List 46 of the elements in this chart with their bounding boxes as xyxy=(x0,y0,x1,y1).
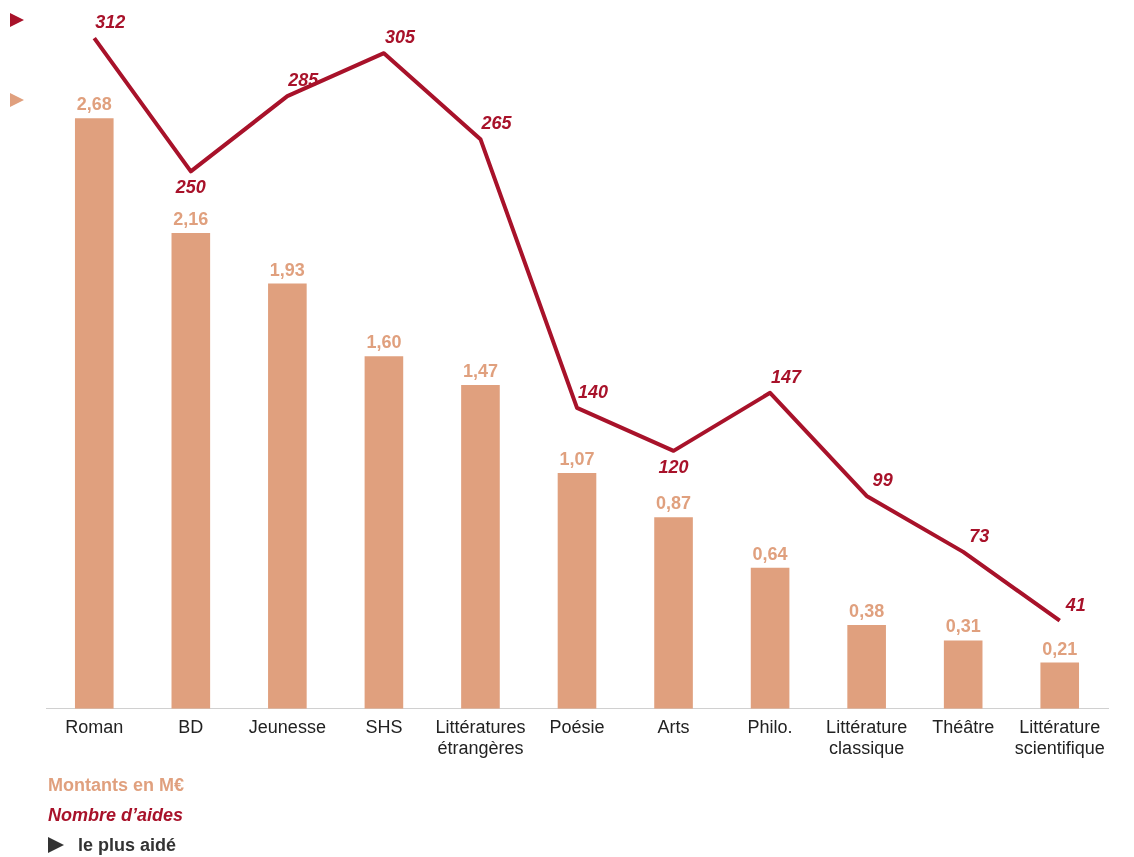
data-label: 1,07 xyxy=(559,449,595,470)
data-label: 2,68 xyxy=(76,94,112,115)
x-tick-label: Littératures étrangères xyxy=(435,716,526,759)
data-label: 1,60 xyxy=(366,332,402,353)
bar xyxy=(750,567,790,709)
text: Montants en M€ xyxy=(48,774,185,797)
data-label: 120 xyxy=(658,456,689,477)
x-tick-label: SHS xyxy=(365,716,403,737)
bar xyxy=(74,118,114,709)
x-tick-label: Jeunesse xyxy=(248,716,326,737)
data-label: 0,38 xyxy=(849,601,885,622)
data-label: 0,64 xyxy=(752,543,788,564)
data-label: 0,87 xyxy=(656,493,692,514)
data-label: 250 xyxy=(174,177,206,198)
bar xyxy=(943,640,983,709)
data-label: 1,93 xyxy=(269,259,305,280)
bar xyxy=(364,356,404,709)
data-label: 41 xyxy=(1064,594,1086,615)
data-label: 0,21 xyxy=(1042,638,1078,659)
data-label: 265 xyxy=(480,113,513,134)
data-label: 2,16 xyxy=(173,208,209,229)
x-tick-label: Littérature classique xyxy=(826,716,908,759)
data-label: 99 xyxy=(872,469,893,490)
bar xyxy=(268,283,307,709)
bar xyxy=(1040,662,1080,709)
data-label: 0,31 xyxy=(945,616,981,637)
bar xyxy=(461,384,500,709)
text: le plus aidé xyxy=(78,834,177,857)
x-tick-label: Théâtre xyxy=(932,716,995,737)
data-label: 1,47 xyxy=(462,360,498,381)
data-label: 147 xyxy=(771,366,803,387)
text: Nombre d’aides xyxy=(48,804,185,827)
bar xyxy=(557,473,597,709)
data-label: 140 xyxy=(577,381,609,402)
x-tick-label: Philo. xyxy=(747,716,793,737)
x-tick-label: Roman xyxy=(65,716,124,737)
data-label: 73 xyxy=(969,525,990,546)
x-tick-label: Poésie xyxy=(549,716,605,737)
data-label: 312 xyxy=(95,12,126,33)
data-label: 305 xyxy=(384,27,416,48)
bar xyxy=(171,232,211,709)
x-tick-label: Littérature scientifique xyxy=(1014,716,1105,759)
x-tick-label: Arts xyxy=(657,716,690,737)
x-tick-label: BD xyxy=(178,716,204,737)
bar xyxy=(654,517,693,709)
bar xyxy=(847,625,886,709)
